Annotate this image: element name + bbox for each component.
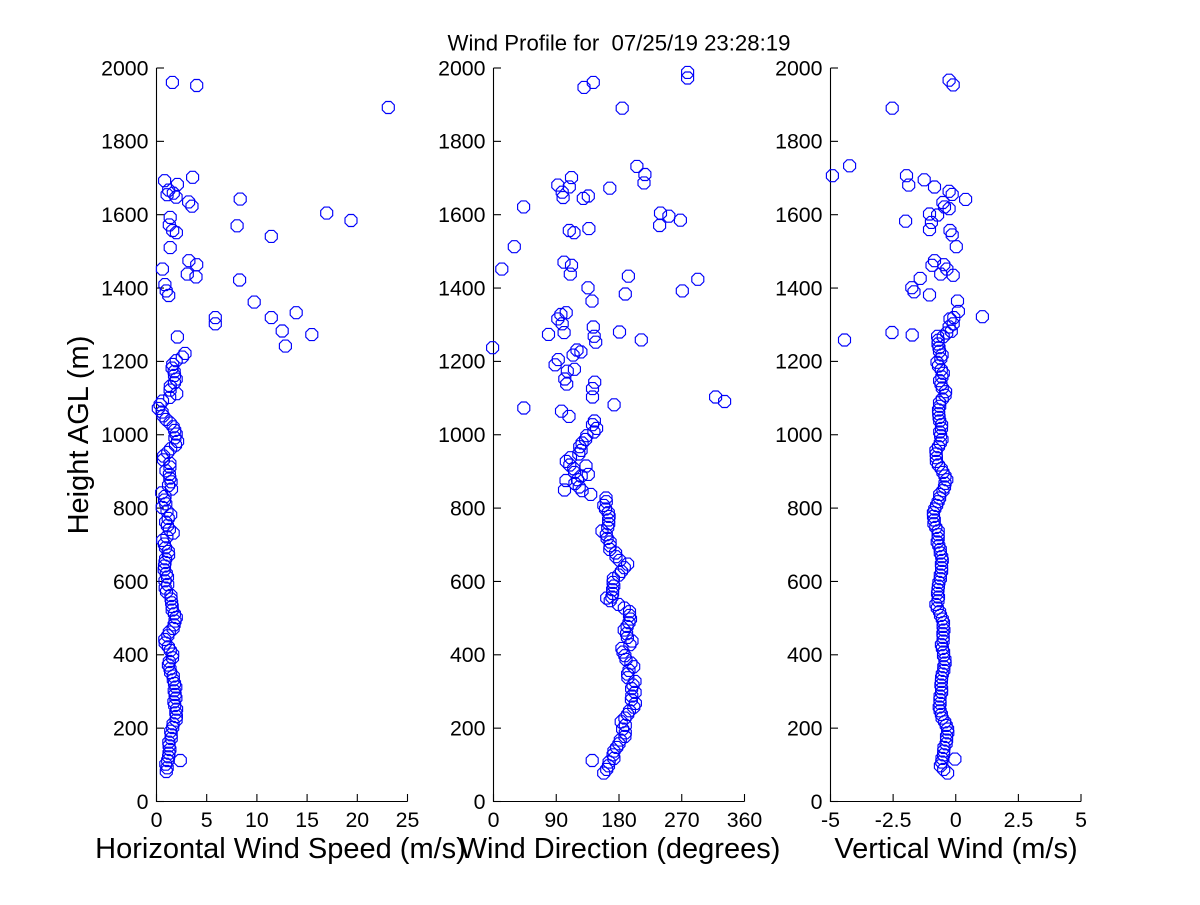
svg-text:1600: 1600 [101,203,149,227]
svg-text:2000: 2000 [438,56,486,80]
svg-text:800: 800 [113,496,149,520]
svg-text:400: 400 [787,643,823,667]
svg-text:Wind Direction (degrees): Wind Direction (degrees) [460,833,781,865]
svg-text:2.5: 2.5 [1004,808,1034,832]
svg-text:90: 90 [544,808,568,832]
svg-text:1200: 1200 [438,350,486,374]
svg-text:1200: 1200 [101,350,149,374]
svg-text:1000: 1000 [101,423,149,447]
svg-text:1600: 1600 [775,203,823,227]
svg-text:0: 0 [151,808,163,832]
svg-text:25: 25 [396,808,420,832]
svg-text:Wind Profile for 07/25/19 23:: Wind Profile for 07/25/19 23:28:19 [448,31,791,56]
svg-text:400: 400 [450,643,486,667]
svg-text:200: 200 [450,716,486,740]
svg-text:1200: 1200 [775,350,823,374]
svg-text:1400: 1400 [438,276,486,300]
svg-text:400: 400 [113,643,149,667]
svg-text:0: 0 [811,790,823,814]
svg-text:0: 0 [488,808,500,832]
svg-text:180: 180 [601,808,637,832]
svg-text:0: 0 [950,808,962,832]
svg-text:Vertical Wind (m/s): Vertical Wind (m/s) [834,833,1077,865]
svg-text:1000: 1000 [775,423,823,447]
svg-text:600: 600 [787,570,823,594]
svg-text:200: 200 [113,716,149,740]
svg-text:1800: 1800 [101,130,149,154]
svg-text:-5: -5 [821,808,840,832]
svg-text:1000: 1000 [438,423,486,447]
svg-text:5: 5 [201,808,213,832]
svg-text:10: 10 [245,808,269,832]
svg-text:1800: 1800 [775,130,823,154]
svg-text:2000: 2000 [775,56,823,80]
svg-text:800: 800 [787,496,823,520]
svg-text:Height AGL (m): Height AGL (m) [63,336,95,535]
svg-text:600: 600 [113,570,149,594]
svg-text:20: 20 [345,808,369,832]
svg-text:0: 0 [474,790,486,814]
svg-text:1400: 1400 [101,276,149,300]
svg-text:1800: 1800 [438,130,486,154]
svg-text:-2.5: -2.5 [875,808,912,832]
svg-text:2000: 2000 [101,56,149,80]
svg-text:270: 270 [664,808,700,832]
svg-text:800: 800 [450,496,486,520]
svg-text:1400: 1400 [775,276,823,300]
svg-text:1600: 1600 [438,203,486,227]
svg-text:Horizontal Wind Speed (m/s): Horizontal Wind Speed (m/s) [95,833,466,865]
svg-text:360: 360 [727,808,763,832]
svg-text:5: 5 [1075,808,1087,832]
svg-text:600: 600 [450,570,486,594]
svg-text:200: 200 [787,716,823,740]
svg-text:15: 15 [295,808,319,832]
svg-text:0: 0 [137,790,149,814]
